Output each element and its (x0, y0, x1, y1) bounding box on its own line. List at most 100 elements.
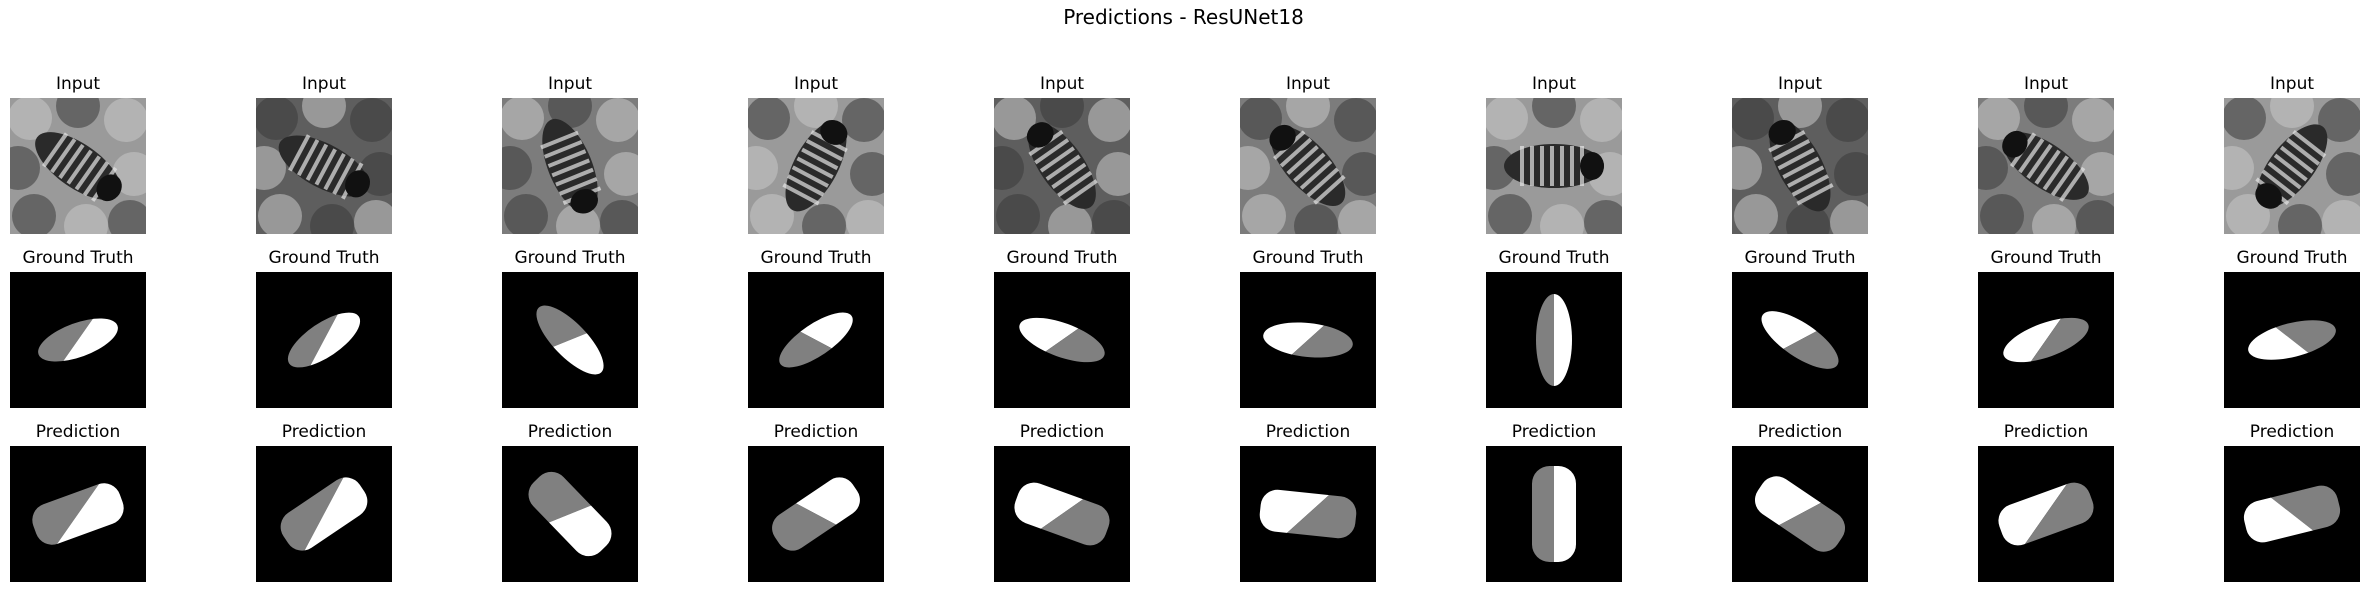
comb-cell (748, 98, 790, 140)
pred-mask-6 (1240, 446, 1376, 582)
comb-cell (1580, 98, 1622, 142)
prediction-title-7: Prediction (1511, 422, 1597, 442)
comb-cell (2076, 200, 2114, 234)
comb-cell (996, 194, 1040, 234)
truth-mask-5 (994, 272, 1130, 408)
mask-segment-upper (526, 295, 614, 363)
input-panel-6 (1240, 98, 1376, 234)
bee-body (278, 134, 371, 200)
comb-cell (12, 194, 56, 234)
input-image-2 (256, 98, 392, 234)
comb-cell (1732, 146, 1762, 190)
ground-truth-panel-2 (256, 272, 392, 408)
pred-mask-10 (2224, 446, 2360, 582)
input-image-5 (994, 98, 1130, 234)
prediction-panel-6 (1240, 446, 1376, 582)
ground-truth-panel-8 (1732, 272, 1868, 408)
input-image-9 (1978, 98, 2114, 234)
ground-truth-panel-9 (1978, 272, 2114, 408)
input-panel-4 (748, 98, 884, 234)
input-title-1: Input (55, 74, 101, 94)
pred-mask-7 (1486, 446, 1622, 582)
comb-cell (310, 204, 354, 234)
comb-cell (108, 200, 146, 234)
comb-cell (802, 204, 846, 234)
comb-cell (1096, 152, 1130, 196)
ground-truth-title-6: Ground Truth (1252, 248, 1364, 268)
comb-cell (1540, 204, 1584, 234)
ground-truth-title-10: Ground Truth (2236, 248, 2348, 268)
prediction-title-4: Prediction (773, 422, 859, 442)
prediction-title-2: Prediction (281, 422, 367, 442)
comb-cell (502, 98, 544, 140)
comb-cell (1778, 98, 1822, 128)
prediction-title-6: Prediction (1265, 422, 1351, 442)
input-panel-3 (502, 98, 638, 234)
input-panel-8 (1732, 98, 1868, 234)
comb-cell (302, 98, 346, 128)
truth-mask-1 (10, 272, 146, 408)
comb-cell (504, 194, 548, 234)
prediction-panel-5 (994, 446, 1130, 582)
input-title-7: Input (1531, 74, 1577, 94)
comb-cell (1830, 200, 1868, 234)
ground-truth-panel-6 (1240, 272, 1376, 408)
ground-truth-title-2: Ground Truth (268, 248, 380, 268)
comb-cell (850, 152, 884, 196)
truth-mask-8 (1732, 272, 1868, 408)
comb-cell (1584, 200, 1622, 234)
comb-cell (2318, 98, 2360, 142)
input-panel-1 (10, 98, 146, 234)
comb-cell (794, 98, 838, 128)
comb-cell (64, 204, 108, 234)
input-image-3 (502, 98, 638, 234)
input-panel-9 (1978, 98, 2114, 234)
prediction-panel-10 (2224, 446, 2360, 582)
ground-truth-title-9: Ground Truth (1990, 248, 2102, 268)
comb-cell (1532, 98, 1576, 128)
comb-cell (256, 98, 298, 140)
comb-cell (596, 98, 638, 142)
prediction-title-8: Prediction (1757, 422, 1843, 442)
prediction-panel-7 (1486, 446, 1622, 582)
ground-truth-title-4: Ground Truth (760, 248, 872, 268)
prediction-title-9: Prediction (2003, 422, 2089, 442)
truth-mask-6 (1240, 272, 1376, 408)
comb-cell (1286, 98, 1330, 128)
ground-truth-title-8: Ground Truth (1744, 248, 1856, 268)
prediction-panel-3 (502, 446, 638, 582)
comb-cell (1734, 194, 1778, 234)
bee-body (1504, 144, 1604, 188)
bee-body (2255, 124, 2328, 209)
comb-cell (1978, 146, 2008, 190)
comb-cell (1048, 204, 1092, 234)
ground-truth-panel-5 (994, 272, 1130, 408)
input-title-8: Input (1777, 74, 1823, 94)
comb-cell (750, 194, 794, 234)
truth-mask-3 (502, 272, 638, 408)
pred-mask-5 (994, 446, 1130, 582)
comb-cell (604, 152, 638, 196)
mask-segment-lower (526, 317, 614, 385)
mask-segment-lower (1263, 488, 1358, 540)
input-title-4: Input (793, 74, 839, 94)
comb-cell (104, 98, 146, 142)
comb-cell (10, 146, 40, 190)
comb-cell (1242, 194, 1286, 234)
comb-cell (2224, 98, 2266, 140)
pred-mask-8 (1732, 446, 1868, 582)
comb-cell (502, 146, 532, 190)
comb-cell (2270, 98, 2314, 128)
prediction-panel-1 (10, 446, 146, 582)
comb-cell (1342, 152, 1376, 196)
pred-mask-4 (748, 446, 884, 582)
input-image-4 (748, 98, 884, 234)
ground-truth-title-7: Ground Truth (1498, 248, 1610, 268)
pred-mask-3 (502, 446, 638, 582)
input-title-5: Input (1039, 74, 1085, 94)
input-image-8 (1732, 98, 1868, 234)
prediction-panel-9 (1978, 446, 2114, 582)
comb-cell (748, 146, 778, 190)
bee-body (1269, 124, 1346, 206)
comb-cell (2024, 98, 2068, 128)
